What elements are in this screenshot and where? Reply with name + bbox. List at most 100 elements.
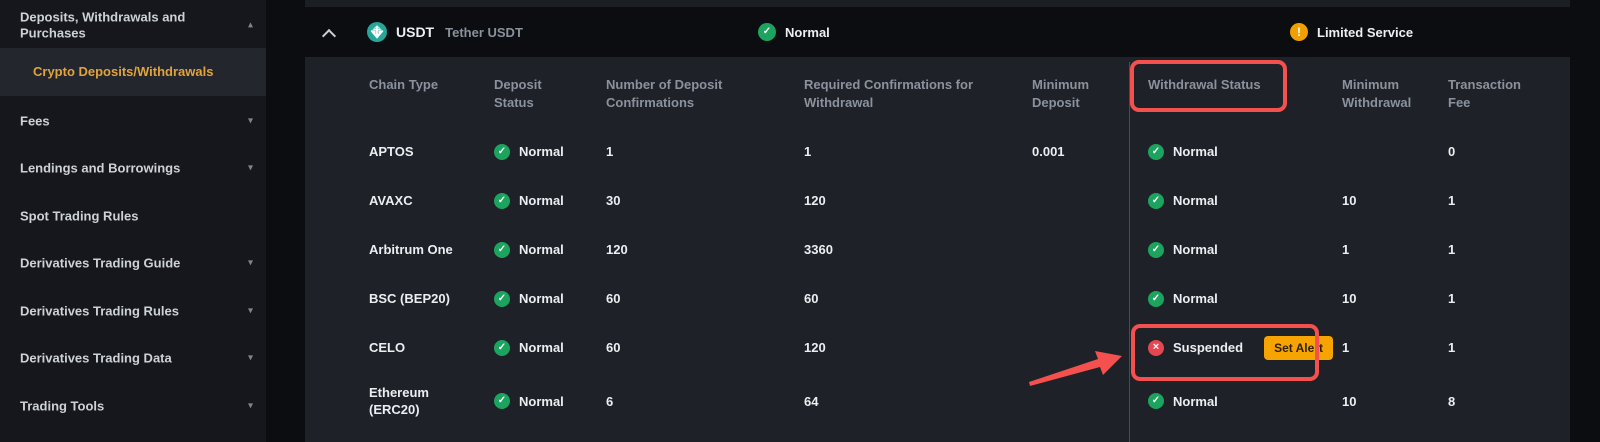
deposit-confirmations-cell: 30 — [606, 193, 621, 208]
transaction-fee-cell: 1 — [1448, 242, 1456, 257]
withdrawal-overall-status: ! Limited Service — [1290, 7, 1413, 57]
sidebar-item-label: Lendings and Borrowings — [20, 160, 181, 175]
warning-circle-icon: ! — [1290, 23, 1308, 41]
column-header-deposit-status: Deposit Status — [494, 77, 542, 110]
transaction-fee-cell: 1 — [1448, 193, 1456, 208]
sidebar-item-deposits-withdrawals-and-purchases[interactable]: Deposits, Withdrawals and Purchases ▴ — [0, 2, 266, 49]
sidebar-item-derivatives-trading-guide[interactable]: Derivatives Trading Guide ▾ — [0, 240, 266, 287]
chain-cell: AVAXC — [369, 193, 413, 208]
status-label: Suspended — [1173, 340, 1244, 355]
minimum-withdrawal-cell: 10 — [1342, 393, 1357, 409]
sidebar-item-label: Deposits, Withdrawals and Purchases — [20, 9, 186, 40]
check-circle-icon: ✓ — [494, 143, 510, 160]
chevron-down-icon: ▾ — [247, 115, 253, 126]
column-header-transaction-fee: Transaction Fee — [1448, 77, 1521, 110]
set-alert-button[interactable]: Set Alert — [1264, 335, 1333, 360]
withdrawal-status-cell: ✓ Normal — [1148, 192, 1342, 209]
column-header-minimum-deposit: Minimum Deposit — [1032, 77, 1090, 110]
withdrawal-confirmations-cell: 3360 — [804, 242, 833, 257]
coin-header: USDT Tether USDT ✓ Normal ! Limited Serv… — [305, 7, 1570, 57]
deposit-status-cell: ✓ Normal — [494, 290, 606, 307]
status-label: Normal — [1173, 393, 1218, 409]
deposit-status-cell: ✓ Normal — [494, 241, 606, 258]
sidebar-item-label: Derivatives Trading Rules — [20, 303, 179, 318]
withdrawal-status-cell: ✓ Normal — [1148, 393, 1342, 410]
deposit-status-cell: ✓ Normal — [494, 143, 606, 160]
table-row: AVAXC ✓ Normal 30 120 ✓ Normal 10 1 — [305, 176, 1570, 225]
withdrawal-status-cell: ✓ Normal — [1148, 143, 1342, 160]
status-label: Normal — [519, 193, 564, 208]
check-circle-icon: ✓ — [494, 339, 510, 356]
minimum-withdrawal-cell: 1 — [1342, 242, 1350, 257]
withdrawal-confirmations-cell: 120 — [804, 193, 826, 208]
column-header-minimum-withdrawal: Minimum Withdrawal — [1342, 77, 1412, 110]
deposit-overall-label: Normal — [785, 24, 830, 40]
table-body: APTOS ✓ Normal 1 1 0.001 ✓ Normal 0 AVAXC ✓ Normal 3… — [305, 127, 1570, 430]
status-label: Normal — [1173, 242, 1218, 257]
chain-cell: CELO — [369, 340, 406, 355]
check-circle-icon: ✓ — [494, 393, 510, 409]
transaction-fee-cell: 0 — [1448, 144, 1456, 159]
collapse-chevron-icon[interactable] — [324, 28, 333, 37]
status-label: Normal — [519, 242, 564, 257]
table-row: BSC (BEP20) ✓ Normal 60 60 ✓ Normal 10 1 — [305, 274, 1570, 323]
table-header-row: Chain Type Deposit Status Number of Depo… — [305, 57, 1570, 112]
status-label: Normal — [1173, 193, 1218, 208]
status-label: Normal — [1173, 291, 1218, 306]
status-label: Normal — [519, 340, 564, 355]
chevron-down-icon: ▾ — [247, 257, 253, 268]
withdrawal-overall-label: Limited Service — [1317, 24, 1414, 40]
coin-symbol: USDT — [396, 24, 435, 40]
usdt-coin-icon — [367, 22, 387, 42]
withdrawal-confirmations-cell: 60 — [804, 291, 819, 306]
check-circle-icon: ✓ — [1148, 290, 1164, 307]
previous-section-edge — [305, 0, 1570, 7]
withdrawal-confirmations-cell: 1 — [804, 144, 812, 159]
deposit-status-cell: ✓ Normal — [494, 192, 606, 209]
withdrawal-status-cell: × Suspended Set Alert — [1148, 335, 1342, 360]
check-circle-icon: ✓ — [494, 192, 510, 209]
table-row: Arbitrum One ✓ Normal 120 3360 ✓ Normal 1 1 — [305, 225, 1570, 274]
table-row: APTOS ✓ Normal 1 1 0.001 ✓ Normal 0 — [305, 127, 1570, 176]
chain-cell: BSC (BEP20) — [369, 291, 450, 306]
chevron-down-icon: ▾ — [247, 162, 253, 173]
deposit-confirmations-cell: 120 — [606, 242, 628, 257]
check-circle-icon: ✓ — [1148, 393, 1164, 409]
check-circle-icon: ✓ — [1148, 192, 1164, 209]
chain-cell: Ethereum (ERC20) — [369, 385, 429, 417]
chevron-up-icon: ▴ — [247, 19, 253, 30]
sidebar-item-lendings-and-borrowings[interactable]: Lendings and Borrowings ▾ — [0, 145, 266, 192]
sidebar-item-fees[interactable]: Fees ▾ — [0, 98, 266, 145]
deposit-confirmations-cell: 6 — [606, 393, 614, 409]
table-row: CELO ✓ Normal 60 120 × Suspended Set Alert 1 1 — [305, 323, 1570, 372]
minimum-withdrawal-cell: 10 — [1342, 291, 1357, 306]
deposit-confirmations-cell: 60 — [606, 340, 621, 355]
minimum-withdrawal-cell: 10 — [1342, 193, 1357, 208]
column-header-withdrawal-status: Withdrawal Status — [1148, 77, 1261, 92]
deposit-confirmations-cell: 60 — [606, 291, 621, 306]
sidebar: Deposits, Withdrawals and Purchases ▴ Cryp… — [0, 0, 266, 442]
withdrawal-confirmations-cell: 120 — [804, 340, 826, 355]
chain-cell: Arbitrum One — [369, 242, 453, 257]
sidebar-item-spot-trading-rules[interactable]: Spot Trading Rules — [0, 193, 266, 240]
transaction-fee-cell: 1 — [1448, 340, 1456, 355]
status-label: Normal — [519, 393, 564, 409]
status-label: Normal — [1173, 144, 1218, 159]
chevron-down-icon: ▾ — [247, 352, 253, 363]
check-circle-icon: ✓ — [758, 23, 776, 41]
deposit-confirmations-cell: 1 — [606, 144, 614, 159]
sidebar-item-derivatives-trading-data[interactable]: Derivatives Trading Data ▾ — [0, 335, 266, 382]
status-label: Normal — [519, 291, 564, 306]
withdrawal-status-cell: ✓ Normal — [1148, 241, 1342, 258]
sidebar-item-label: Fees — [20, 113, 50, 128]
chain-cell: APTOS — [369, 144, 414, 159]
column-header-deposit-confirmations: Number of Deposit Confirmations — [606, 77, 723, 110]
x-circle-icon: × — [1148, 339, 1164, 356]
sidebar-item-label: Derivatives Trading Data — [20, 350, 172, 365]
sidebar-item-trading-tools[interactable]: Trading Tools ▾ — [0, 383, 266, 430]
sidebar-item-derivatives-trading-rules[interactable]: Derivatives Trading Rules ▾ — [0, 288, 266, 335]
minimum-deposit-cell: 0.001 — [1032, 144, 1065, 159]
sidebar-item-crypto-deposits-withdrawals[interactable]: Crypto Deposits/Withdrawals — [0, 48, 266, 96]
coin-name: Tether USDT — [445, 24, 523, 40]
check-circle-icon: ✓ — [1148, 143, 1164, 160]
